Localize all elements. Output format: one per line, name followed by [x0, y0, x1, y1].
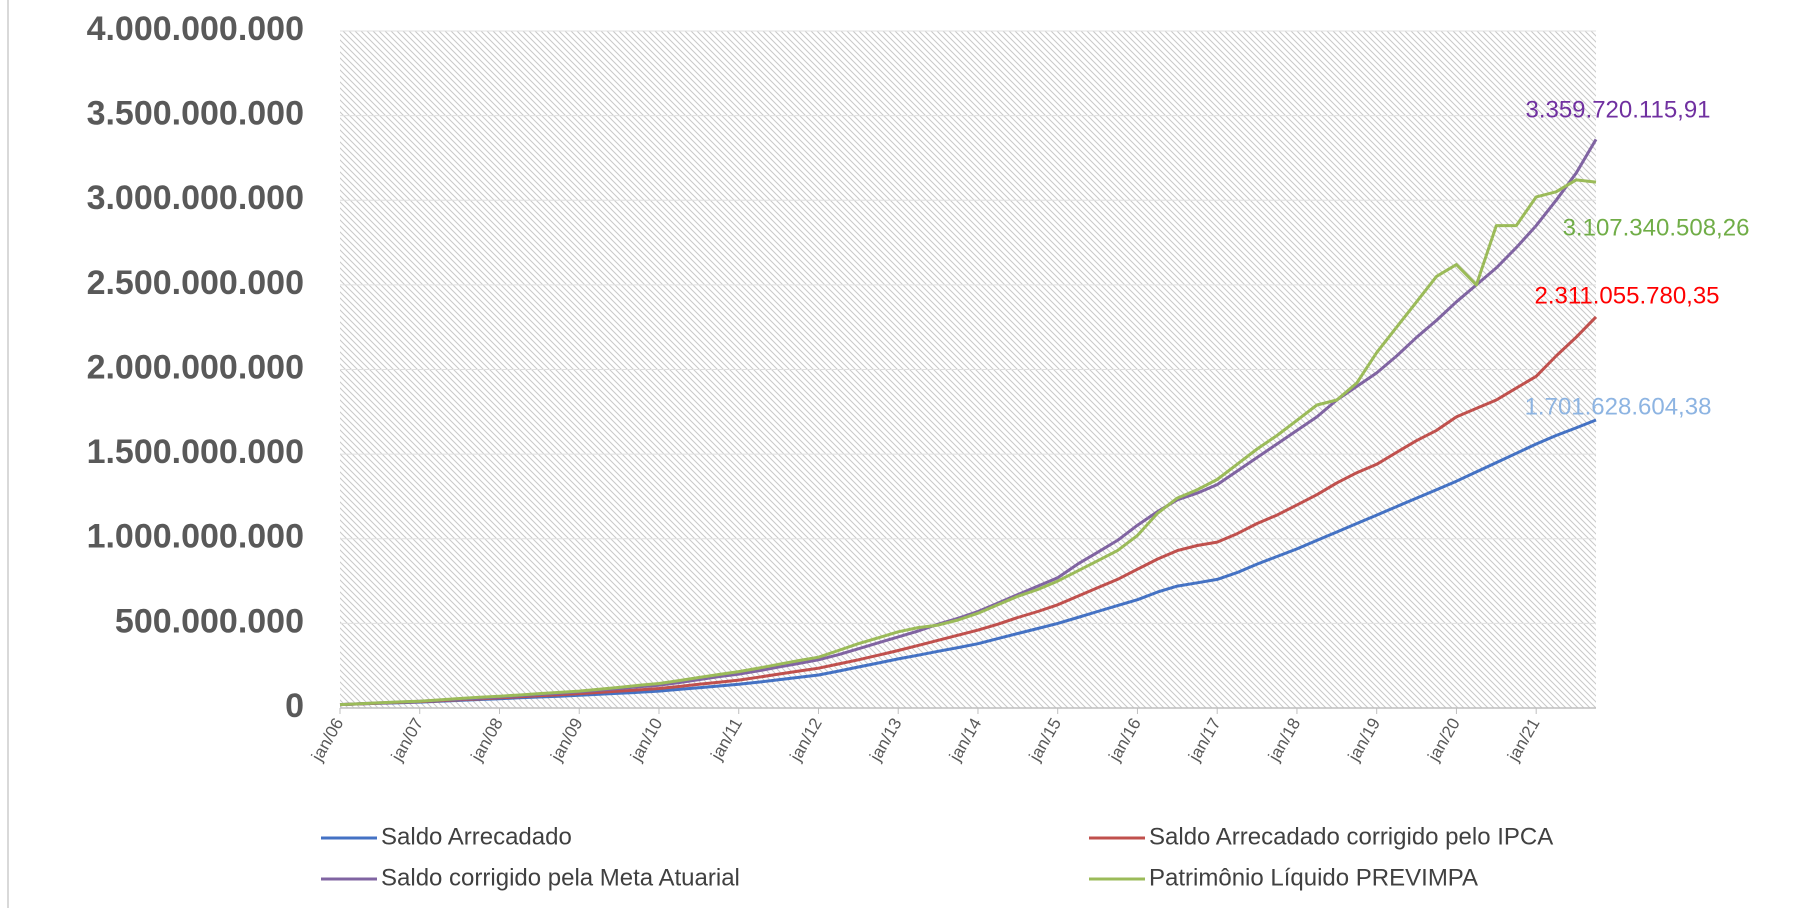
y-tick-label: 0: [285, 687, 304, 725]
x-tick-label: jan/09: [546, 715, 586, 765]
y-tick-label: 500.000.000: [115, 602, 304, 640]
x-tick-label: jan/15: [1025, 715, 1065, 765]
legend-label: Saldo Arrecadado: [381, 823, 572, 850]
y-tick-label: 3.000.000.000: [87, 179, 304, 217]
x-tick-label: jan/07: [387, 715, 427, 765]
y-tick-label: 1.500.000.000: [87, 433, 304, 471]
x-tick-label: jan/06: [307, 715, 347, 765]
legend-label: Saldo Arrecadado corrigido pelo IPCA: [1149, 823, 1553, 850]
y-tick-label: 2.000.000.000: [87, 348, 304, 386]
y-tick-label: 4.000.000.000: [87, 10, 304, 48]
y-tick-label: 1.000.000.000: [87, 518, 304, 556]
value-label: 1.701.628.604,38: [1525, 393, 1712, 420]
series-line: [339, 178, 1597, 707]
x-tick-label: jan/13: [865, 715, 905, 765]
x-tick-label: jan/08: [467, 715, 507, 765]
x-tick-label: jan/14: [945, 715, 985, 765]
x-tick-label: jan/20: [1424, 715, 1464, 765]
x-tick-label: jan/21: [1503, 715, 1543, 765]
y-tick-label: 3.500.000.000: [87, 95, 304, 133]
x-tick-label: jan/16: [1105, 715, 1145, 765]
value-label: 2.311.055.780,35: [1534, 282, 1719, 309]
x-tick-label: jan/11: [707, 715, 746, 764]
x-tick-label: jan/17: [1184, 715, 1224, 765]
value-label: 3.359.720.115,91: [1525, 96, 1710, 123]
value-label: 3.107.340.508,26: [1563, 214, 1750, 241]
x-tick-label: jan/12: [786, 715, 826, 765]
x-tick-label: jan/18: [1264, 715, 1304, 765]
x-tick-label: jan/10: [626, 715, 666, 765]
legend-label: Saldo corrigido pela Meta Atuarial: [381, 864, 740, 891]
x-tick-label: jan/19: [1344, 715, 1384, 765]
y-tick-label: 2.500.000.000: [87, 264, 304, 302]
legend-label: Patrimônio Líquido PREVIMPA: [1149, 864, 1478, 891]
